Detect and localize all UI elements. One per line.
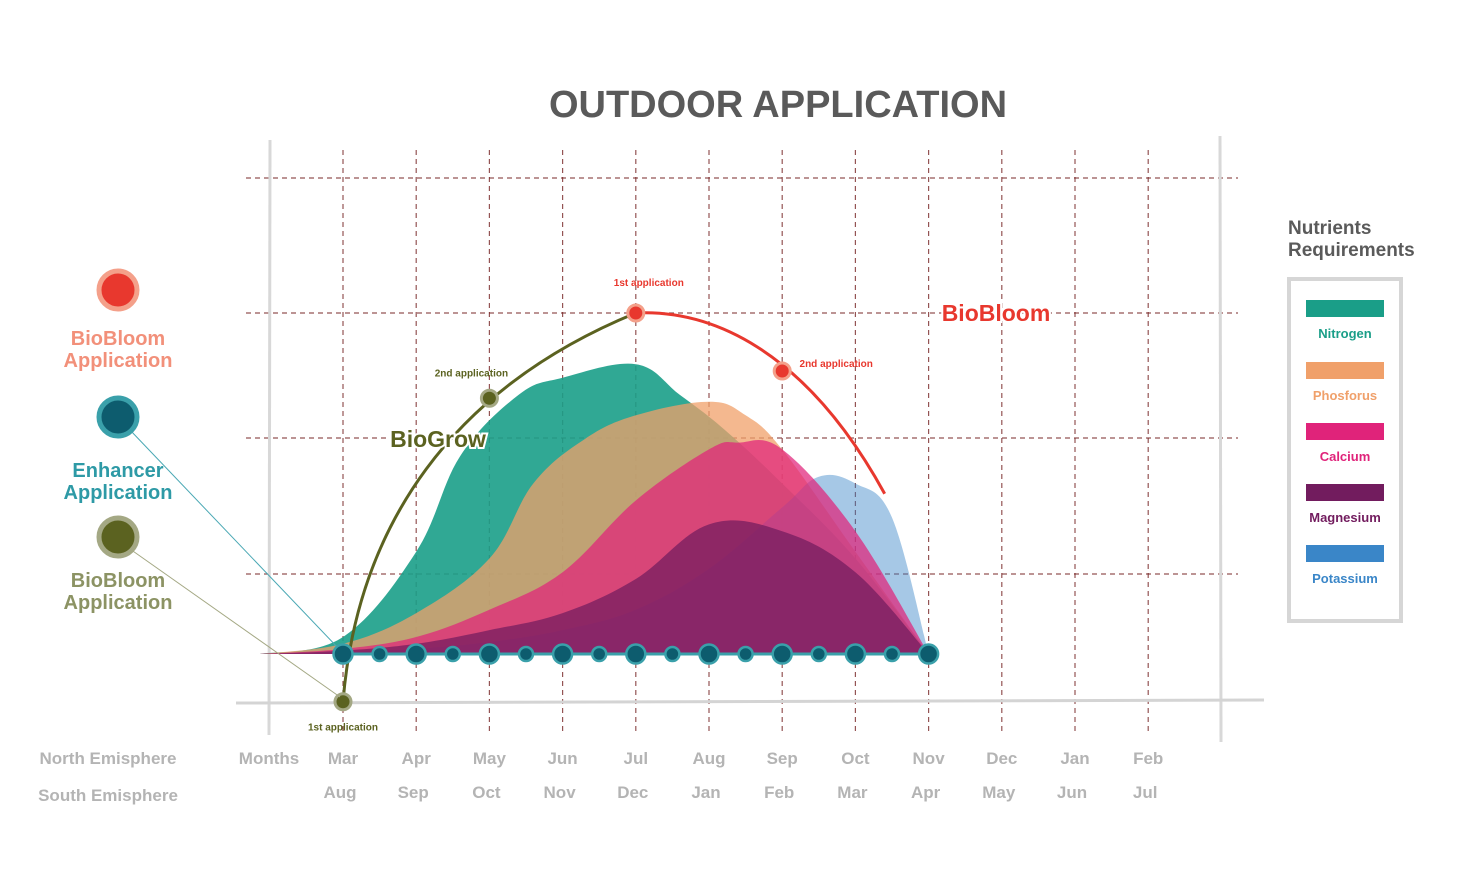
legend-application-label-line1: BioBloom: [71, 570, 165, 592]
enhancer-dot: [332, 643, 354, 665]
nutrients-legend-box: [1287, 277, 1403, 623]
biogrow-application-marker: [333, 692, 353, 712]
south-month-label: Feb: [764, 783, 794, 802]
nutrients-legend: Nutrients Requirements Nitrogen Phosforus…: [1287, 218, 1415, 623]
north-month-label: Mar: [328, 749, 359, 768]
enhancer-dot: [664, 645, 681, 663]
biobloom-application-label: 1st application: [614, 278, 684, 289]
biobloom-application-label: 2nd application: [800, 359, 873, 370]
legend-swatch-potassium: [1306, 545, 1384, 562]
biogrow-application-label: 1st application: [308, 723, 378, 734]
nutrient-areas: [259, 363, 929, 654]
enhancer-dot: [371, 645, 388, 663]
enhancer-dot: [917, 643, 940, 665]
south-month-label: Nov: [544, 783, 577, 802]
enhancer-dot: [517, 645, 535, 663]
north-month-label: Aug: [692, 749, 725, 768]
south-month-label: Dec: [617, 783, 648, 802]
biogrow-label: BioGrow: [390, 426, 486, 452]
enhancer-leader-line: [129, 429, 341, 651]
legend-swatch-magnesium: [1306, 484, 1384, 501]
enhancer-dot: [844, 643, 867, 665]
south-month-label: Sep: [398, 783, 429, 802]
enhancer-dot: [698, 643, 720, 665]
legend-application-label-line1: BioBloom: [71, 328, 165, 350]
legend-label-magnesium: Magnesium: [1309, 510, 1381, 525]
nutrients-legend-title-line2: Requirements: [1288, 240, 1415, 261]
enhancer-dot: [771, 643, 793, 665]
chart-title: OUTDOOR APPLICATION: [549, 84, 1007, 126]
north-month-label: May: [473, 749, 507, 768]
biobloom-curve: [635, 311, 886, 495]
enhancer-dot: [444, 645, 462, 663]
north-month-label: Nov: [913, 749, 946, 768]
months-label: Months: [239, 749, 299, 768]
south-month-label: Apr: [911, 783, 941, 802]
south-month-label: Jun: [1057, 783, 1087, 802]
enhancer-dot: [405, 643, 427, 665]
nutrients-legend-title-line1: Nutrients: [1288, 218, 1371, 239]
enhancer-dot: [590, 645, 608, 663]
legend-swatch-nitrogen: [1306, 300, 1384, 317]
area-magnesium: [259, 520, 929, 654]
biobloom-label: BioBloom: [942, 300, 1051, 326]
enhancer-dot: [883, 645, 901, 663]
enhancer-dots: [129, 429, 940, 698]
south-month-label: Jan: [691, 783, 720, 802]
biobloom-leader-line: [129, 548, 341, 698]
north-month-label: Apr: [402, 749, 432, 768]
south-month-label: Mar: [837, 783, 868, 802]
biobloom-application-marker: [626, 303, 646, 323]
enhancer-dot: [551, 643, 574, 665]
south-month-label: Oct: [472, 783, 501, 802]
north-emisphere-label: North Emisphere: [40, 749, 177, 768]
legend-label-calcium: Calcium: [1320, 449, 1371, 464]
north-month-label: Jan: [1060, 749, 1089, 768]
enhancer-dot: [810, 645, 828, 663]
south-month-label: May: [982, 783, 1016, 802]
north-month-label: Feb: [1133, 749, 1163, 768]
enhancer-dot: [478, 643, 501, 665]
north-month-label: Jun: [547, 749, 577, 768]
legend-swatch-phosforus: [1306, 362, 1384, 379]
legend-application-label-line2: Application: [64, 592, 173, 614]
legend-application-circle-0: [96, 268, 140, 312]
biobloom-application-marker: [772, 361, 792, 381]
biogrow-curve: [341, 311, 637, 702]
biogrow-application-label: 2nd application: [435, 368, 508, 379]
legend-label-nitrogen: Nitrogen: [1318, 326, 1372, 341]
biogrow-application-marker: [479, 388, 499, 408]
legend-application-label-line2: Application: [64, 482, 173, 504]
north-month-label: Oct: [841, 749, 870, 768]
legend-application-circle-2: [96, 515, 140, 559]
month-axis: North Emisphere South Emisphere Months M…: [38, 749, 1163, 805]
application-legend: BioBloomApplicationEnhancerApplicationBi…: [64, 268, 173, 614]
south-month-label: Aug: [323, 783, 356, 802]
legend-label-phosforus: Phosforus: [1313, 388, 1377, 403]
enhancer-dot: [737, 645, 754, 663]
legend-application-circle-1: [96, 395, 140, 439]
legend-application-label-line1: Enhancer: [72, 460, 163, 482]
chart-frame: [235, 135, 1265, 743]
north-month-label: Dec: [986, 749, 1017, 768]
application-curves: 1st application 2nd application 1st applic…: [308, 278, 1052, 734]
south-emisphere-label: South Emisphere: [38, 786, 178, 805]
south-month-label: Jul: [1133, 783, 1158, 802]
legend-application-label-line2: Application: [64, 350, 173, 372]
north-month-label: Jul: [624, 749, 649, 768]
north-month-label: Sep: [767, 749, 798, 768]
legend-swatch-calcium: [1306, 423, 1384, 440]
legend-label-potassium: Potassium: [1312, 571, 1378, 586]
enhancer-dot: [625, 643, 647, 665]
